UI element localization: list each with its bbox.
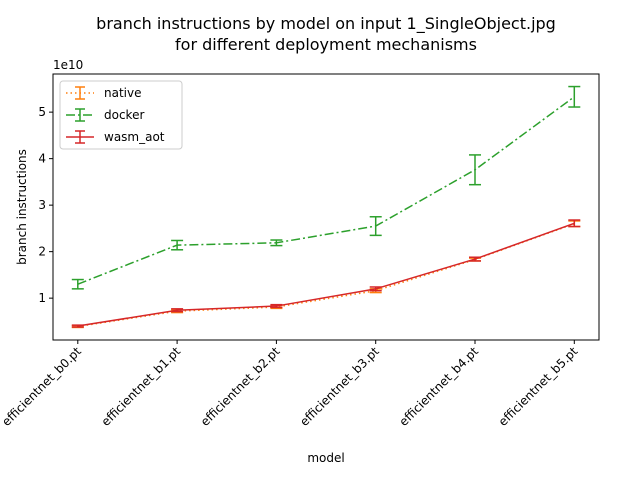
y-tick-label: 5	[38, 105, 46, 119]
legend: native docker wasm_aot	[59, 80, 183, 150]
x-tick-label: efficientnet_b5.pt	[496, 344, 581, 429]
plot-frame	[52, 73, 600, 341]
y-offset-label: 1e10	[53, 58, 83, 72]
y-tick-label: 3	[38, 198, 46, 212]
chart-title-line2: for different deployment mechanisms	[175, 35, 477, 54]
series-line-wasm_aot	[77, 222, 575, 327]
x-tick-label: efficientnet_b4.pt	[396, 344, 481, 429]
x-axis-label: model	[307, 451, 344, 465]
x-tick-label: efficientnet_b2.pt	[198, 344, 283, 429]
x-tick-label: efficientnet_b0.pt	[0, 344, 84, 429]
series-wasm_aot	[71, 219, 581, 328]
x-tick-label: efficientnet_b1.pt	[99, 344, 184, 429]
legend-label-wasm_aot: wasm_aot	[104, 130, 165, 144]
legend-box	[59, 80, 183, 150]
legend-label-native: native	[104, 86, 141, 100]
y-tick-label: 1	[38, 291, 46, 305]
x-tick-label: efficientnet_b3.pt	[297, 344, 382, 429]
y-tick-label: 4	[38, 152, 46, 166]
series-line-docker	[77, 96, 575, 285]
series-docker	[71, 85, 581, 290]
chart-title-line1: branch instructions by model on input 1_…	[96, 14, 556, 34]
y-tick-label: 2	[38, 245, 46, 259]
y-axis-label: branch instructions	[15, 149, 29, 265]
legend-label-docker: docker	[104, 108, 144, 122]
